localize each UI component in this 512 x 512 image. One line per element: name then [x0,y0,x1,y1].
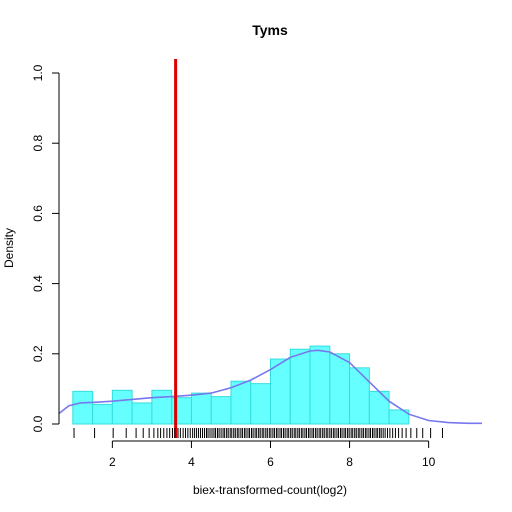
histogram-bar-6 [190,392,212,425]
x-tick-label-3: 8 [346,455,353,469]
histogram-bars [72,345,410,425]
histogram-bar-12 [309,345,331,425]
x-axis-label: biex-transformed-count(log2) [193,483,347,497]
histogram-bar-2 [111,389,133,425]
histogram-bar-7 [210,396,232,425]
x-tick-label-0: 2 [109,455,116,469]
y-axis: 0.0 0.2 0.4 0.6 0.8 1.0 [31,64,60,432]
histogram-bar-3 [131,402,153,425]
x-axis: 2 4 6 8 10 [109,440,436,469]
histogram-bar-0 [72,390,94,425]
histogram-bar-11 [289,348,311,425]
histogram-bar-8 [230,380,252,425]
y-tick-label-5: 1.0 [31,64,45,81]
x-tick-label-2: 6 [267,455,274,469]
histogram-bar-9 [250,383,271,425]
y-tick-label-3: 0.6 [31,205,45,222]
histogram-bar-16 [388,409,410,425]
x-tick-label-1: 4 [188,455,195,469]
histogram-bar-14 [349,367,370,425]
histogram-bar-13 [329,353,351,425]
histogram-bar-1 [92,403,113,425]
density-curve [58,349,482,425]
rug-marks [73,428,443,438]
x-tick-label-4: 10 [422,455,436,469]
histogram-bar-4 [151,389,173,425]
y-tick-label-2: 0.4 [31,275,45,292]
chart-title: Tyms [252,22,288,38]
y-tick-label-4: 0.8 [31,135,45,152]
histogram-bar-10 [270,358,291,425]
y-tick-label-1: 0.2 [31,345,45,362]
y-axis-label: Density [2,228,16,268]
y-tick-label-0: 0.0 [31,415,45,432]
density-curve-layer [58,349,482,425]
histogram-bar-15 [368,390,390,425]
